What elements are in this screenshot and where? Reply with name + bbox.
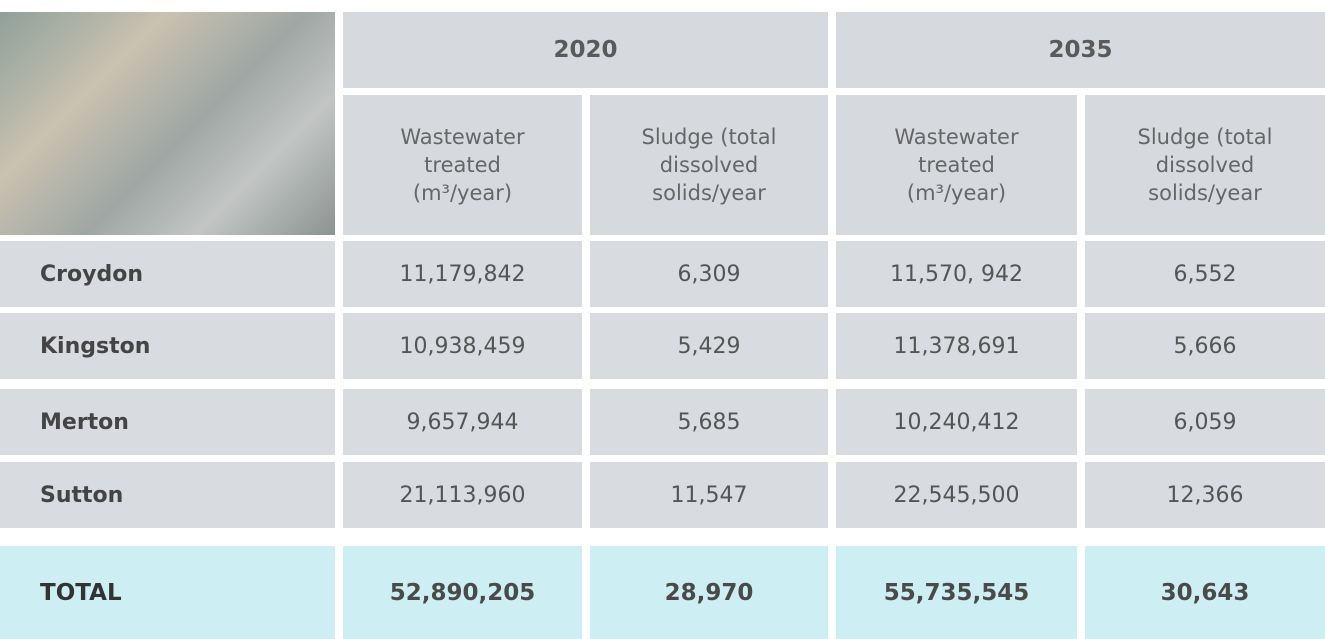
total-value: 55,735,545 [836,546,1077,639]
year-header: 2020 [343,12,828,88]
column-header: Sludge (total dissolved solids/year [590,95,828,235]
cell-value: 22,545,500 [836,462,1077,528]
cell-value: 9,657,944 [343,389,582,455]
cell-value: 11,378,691 [836,313,1077,379]
column-header: Wastewater treated (m³/year) [343,95,582,235]
cell-value: 11,179,842 [343,241,582,307]
cell-value: 11,547 [590,462,828,528]
cell-value: 6,059 [1085,389,1325,455]
row-label: Sutton [0,462,335,528]
row-label: Kingston [0,313,335,379]
cell-value: 5,685 [590,389,828,455]
cell-value: 12,366 [1085,462,1325,528]
row-label: Merton [0,389,335,455]
cell-value: 21,113,960 [343,462,582,528]
year-header: 2035 [836,12,1325,88]
photo [0,12,335,235]
cell-value: 10,938,459 [343,313,582,379]
cell-value: 5,429 [590,313,828,379]
cell-value: 10,240,412 [836,389,1077,455]
cell-value: 5,666 [1085,313,1325,379]
cell-value: 11,570, 942 [836,241,1077,307]
cell-value: 6,552 [1085,241,1325,307]
row-label: Croydon [0,241,335,307]
total-value: 28,970 [590,546,828,639]
cell-value: 6,309 [590,241,828,307]
column-header: Wastewater treated (m³/year) [836,95,1077,235]
total-label: TOTAL [0,546,335,639]
total-value: 52,890,205 [343,546,582,639]
total-value: 30,643 [1085,546,1325,639]
column-header: Sludge (total dissolved solids/year [1085,95,1325,235]
